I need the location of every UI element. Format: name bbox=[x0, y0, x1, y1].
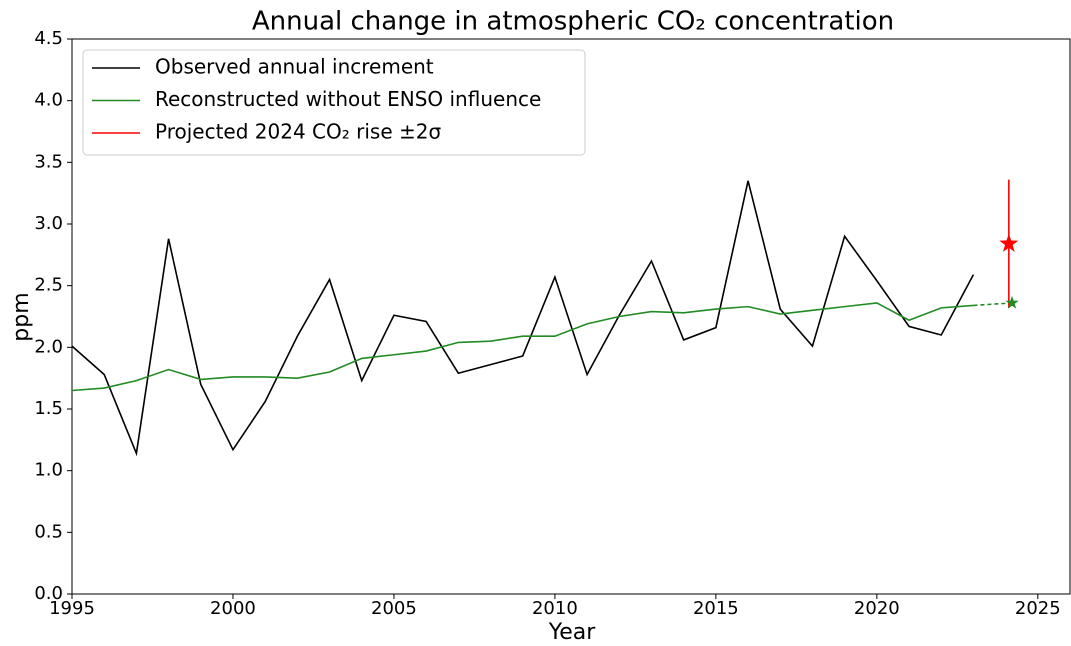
y-tick-label: 0.5 bbox=[34, 521, 63, 542]
x-tick-label: 2025 bbox=[1015, 598, 1061, 619]
y-tick-label: 0.0 bbox=[34, 583, 63, 604]
x-tick-label: 2015 bbox=[693, 598, 739, 619]
legend-label: Reconstructed without ENSO influence bbox=[155, 87, 541, 111]
projection-dash bbox=[973, 302, 1013, 307]
x-tick-label: 2000 bbox=[210, 598, 256, 619]
plot-frame bbox=[71, 38, 1071, 595]
x-tick-label: 2005 bbox=[371, 598, 417, 619]
projection-star bbox=[999, 233, 1019, 252]
series-line bbox=[71, 302, 974, 392]
x-tick-label: 2020 bbox=[854, 598, 900, 619]
y-tick-label: 2.5 bbox=[34, 275, 63, 296]
x-axis-label: Year bbox=[548, 620, 597, 645]
y-tick-label: 3.5 bbox=[34, 151, 63, 172]
chart-title: Annual change in atmospheric CO₂ concent… bbox=[252, 7, 894, 37]
y-tick-label: 1.0 bbox=[34, 460, 63, 481]
legend-label: Projected 2024 CO₂ rise ±2σ bbox=[155, 120, 441, 144]
legend-box bbox=[82, 49, 586, 156]
reconstructed-star bbox=[1005, 295, 1019, 309]
y-tick-label: 3.0 bbox=[34, 213, 63, 234]
y-tick-label: 2.0 bbox=[34, 336, 63, 357]
x-tick-label: 1995 bbox=[49, 598, 95, 619]
legend-label: Observed annual increment bbox=[155, 55, 434, 79]
y-axis-label: ppm bbox=[9, 292, 34, 341]
y-tick-label: 4.0 bbox=[34, 90, 63, 111]
y-tick-label: 1.5 bbox=[34, 398, 63, 419]
series-line bbox=[71, 180, 975, 457]
y-tick-label: 4.5 bbox=[34, 28, 63, 49]
x-tick-label: 2010 bbox=[532, 598, 578, 619]
